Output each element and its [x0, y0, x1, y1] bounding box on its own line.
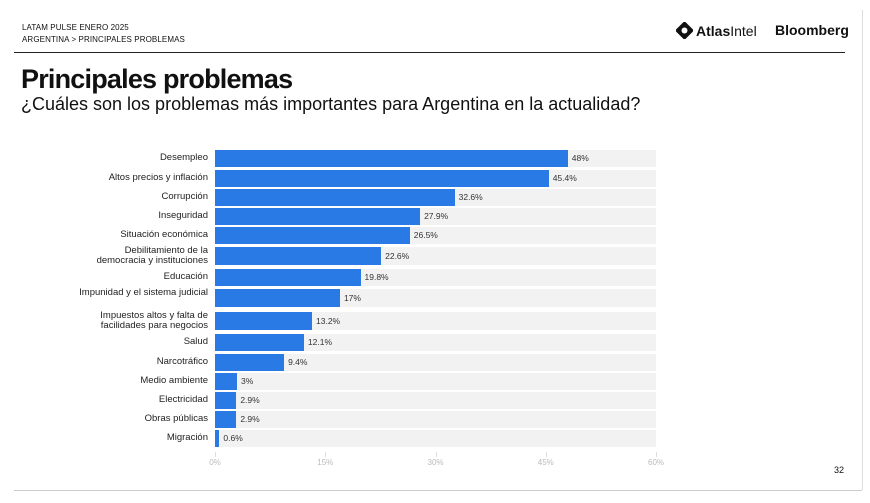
chart-subtitle: ¿Cuáles son los problemas más importante…: [21, 94, 641, 114]
bar: [215, 169, 549, 187]
category-label: Migración: [166, 432, 208, 443]
category-label: Obras públicas: [144, 413, 208, 424]
category-label: Educación: [163, 271, 208, 282]
value-label: 9.4%: [288, 357, 308, 367]
x-tick-mark: [545, 452, 547, 457]
bloomberg-logo: Bloomberg: [775, 22, 849, 38]
category-label: Narcotráfico: [156, 356, 208, 367]
bar-track: [215, 372, 656, 390]
category-label: Impunidad y el sistema judicial: [79, 287, 208, 298]
page-number: 32: [834, 465, 845, 475]
bar: [215, 207, 421, 225]
bar: [215, 372, 238, 390]
category-label: Medio ambiente: [140, 375, 208, 386]
page-edge: [862, 10, 863, 490]
bar-track: [215, 312, 656, 330]
bar: [215, 353, 285, 371]
x-tick-mark: [656, 452, 657, 457]
bar: [215, 268, 361, 286]
footer-divider: [14, 490, 862, 491]
bar: [215, 188, 455, 206]
bar-track: [215, 333, 656, 351]
value-label: 3%: [241, 376, 254, 386]
value-label: 13.2%: [316, 316, 341, 326]
bar-track: [215, 353, 656, 371]
category-label: Impuestos altos y falta de facilidades p…: [100, 310, 208, 331]
bar: [215, 226, 410, 244]
header-divider: [14, 52, 845, 53]
value-label: 27.9%: [424, 211, 449, 221]
bar: [215, 247, 382, 265]
logo-text-bold: Atlas: [696, 22, 731, 39]
category-label: Electricidad: [158, 394, 208, 405]
value-label: 32.6%: [458, 192, 483, 202]
value-label: 48%: [571, 153, 589, 163]
bar: [215, 312, 313, 330]
atlasintel-logo-icon: [676, 22, 693, 39]
bar: [215, 391, 237, 409]
bar-track: [215, 429, 656, 447]
x-tick-mark: [435, 452, 437, 457]
chart-title: Principales problemas: [21, 64, 293, 94]
bar-track: [215, 410, 656, 428]
logo-text-light: Intel: [730, 22, 757, 39]
x-tick-label: 45%: [537, 458, 554, 467]
category-label: Inseguridad: [158, 210, 208, 221]
value-label: 26.5%: [413, 230, 438, 240]
bar: [215, 333, 304, 351]
x-tick-label: 0%: [209, 458, 221, 467]
value-label: 2.9%: [240, 395, 260, 405]
category-label: Altos precios y inflación: [108, 172, 208, 183]
value-label: 45.4%: [552, 173, 577, 183]
value-label: 17%: [343, 293, 361, 303]
report-title: LATAM PULSE ENERO 2025: [22, 23, 129, 32]
x-tick-mark: [215, 452, 216, 457]
x-tick-label: 15%: [317, 458, 334, 467]
category-label: Situación económica: [120, 229, 208, 240]
value-label: 2.9%: [240, 414, 260, 424]
bar: [215, 149, 568, 167]
category-label: Salud: [183, 336, 208, 347]
category-label: Desempleo: [159, 152, 208, 163]
category-label: Corrupción: [161, 191, 208, 202]
bar: [215, 429, 220, 447]
value-label: 12.1%: [307, 337, 333, 347]
bar-track: [215, 391, 656, 409]
value-label: 19.8%: [364, 272, 389, 282]
bar: [215, 289, 340, 307]
bar: [215, 410, 237, 428]
breadcrumb: ARGENTINA > PRINCIPALES PROBLEMAS: [22, 35, 185, 44]
x-tick-mark: [325, 452, 327, 457]
atlasintel-logo: AtlasIntel: [676, 22, 757, 39]
x-tick-label: 60%: [647, 458, 665, 467]
x-tick-label: 30%: [427, 458, 444, 467]
value-label: 0.6%: [223, 433, 243, 443]
category-label: Debilitamiento de la democracia y instit…: [96, 245, 208, 266]
value-label: 22.6%: [385, 251, 410, 261]
